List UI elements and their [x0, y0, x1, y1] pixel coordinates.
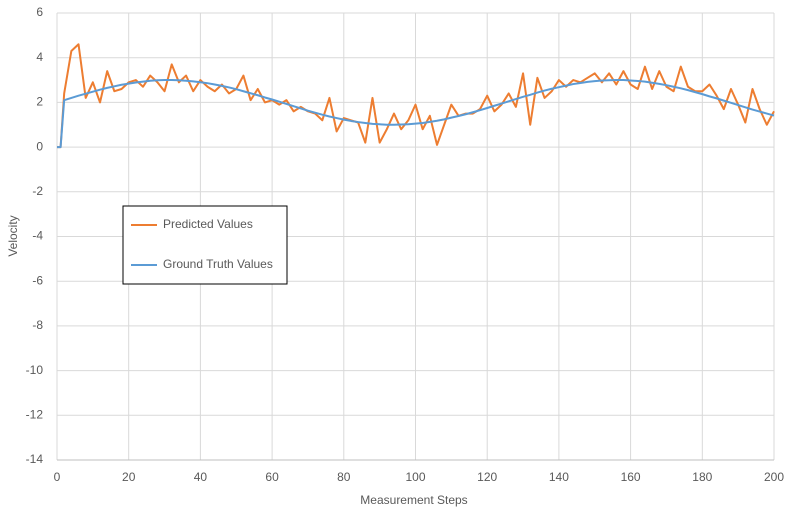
series-line: [57, 79, 775, 149]
y-tick-label: 2: [36, 95, 43, 109]
series-line: [57, 43, 775, 149]
y-tick-label: -12: [26, 407, 44, 421]
y-tick-label: -14: [26, 452, 44, 466]
y-tick-label: 0: [36, 139, 43, 153]
x-tick-label: 100: [405, 470, 425, 484]
x-tick-label: 140: [549, 470, 569, 484]
x-tick-label: 120: [477, 470, 497, 484]
y-tick-label: -2: [32, 184, 43, 198]
x-tick-label: 20: [122, 470, 136, 484]
y-tick-label: -6: [32, 273, 43, 287]
y-tick-label: 6: [36, 5, 43, 19]
y-tick-label: 4: [36, 50, 43, 64]
x-tick-label: 0: [54, 470, 61, 484]
x-tick-label: 40: [194, 470, 208, 484]
legend-box: [122, 205, 288, 285]
legend-label: Ground Truth Values: [163, 257, 273, 271]
y-tick-label: -4: [32, 229, 43, 243]
x-tick-label: 80: [337, 470, 351, 484]
x-tick-label: 180: [692, 470, 712, 484]
y-axis-title: Velocity: [6, 215, 20, 256]
x-axis-title: Measurement Steps: [360, 493, 467, 507]
y-tick-label: -8: [32, 318, 43, 332]
y-tick-label: -10: [26, 363, 44, 377]
x-tick-label: 160: [621, 470, 641, 484]
x-tick-label: 60: [265, 470, 279, 484]
legend-label: Predicted Values: [163, 217, 253, 231]
x-tick-label: 200: [764, 470, 784, 484]
